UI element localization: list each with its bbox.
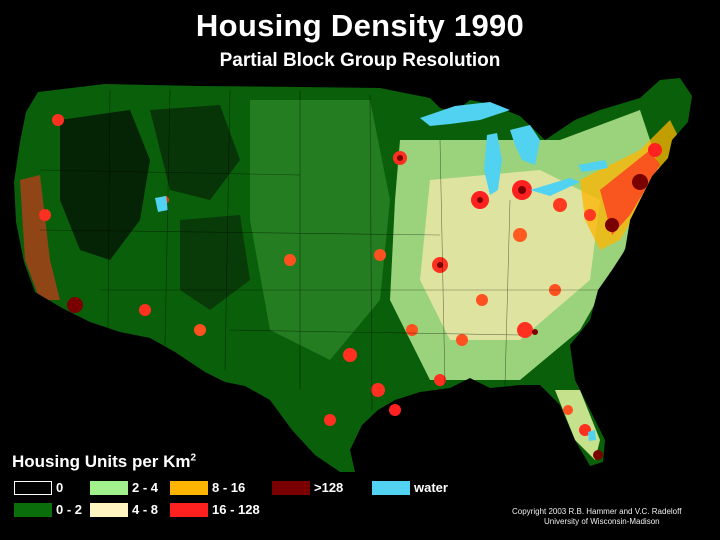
legend-swatch-water: [372, 481, 410, 495]
legend-label-16-128: 16 - 128: [212, 502, 260, 517]
legend-label-gt128: >128: [314, 480, 344, 495]
legend-label-4-8: 4 - 8: [132, 502, 159, 517]
map-title: Housing Density 1990: [195, 8, 525, 43]
university-line: University of Wisconsin-Madison: [544, 517, 660, 526]
legend-swatch-0: [14, 481, 52, 495]
state-boundaries: [39, 89, 600, 411]
legend-swatch-4-8: [90, 503, 128, 517]
legend-label-0: 0: [56, 480, 64, 495]
map-subtitle: Partial Block Group Resolution: [219, 50, 501, 71]
water-bodies: [155, 102, 608, 441]
legend-label-8-16: 8 - 16: [212, 480, 246, 495]
legend-swatch-2-4: [90, 481, 128, 495]
copyright-line: Copyright 2003 R.B. Hammer and V.C. Rade…: [512, 507, 682, 516]
legend-swatch-8-16: [170, 481, 208, 495]
legend-label-0-2: 0 - 2: [56, 502, 83, 517]
legend-swatch-0-2: [14, 503, 52, 517]
legend-title: Housing Units per Km2: [12, 452, 197, 471]
legend-label-2-4: 2 - 4: [132, 480, 159, 495]
legend-swatch-gt128: [272, 481, 310, 495]
legend-swatch-16-128: [170, 503, 208, 517]
legend-label-water: water: [414, 480, 448, 495]
